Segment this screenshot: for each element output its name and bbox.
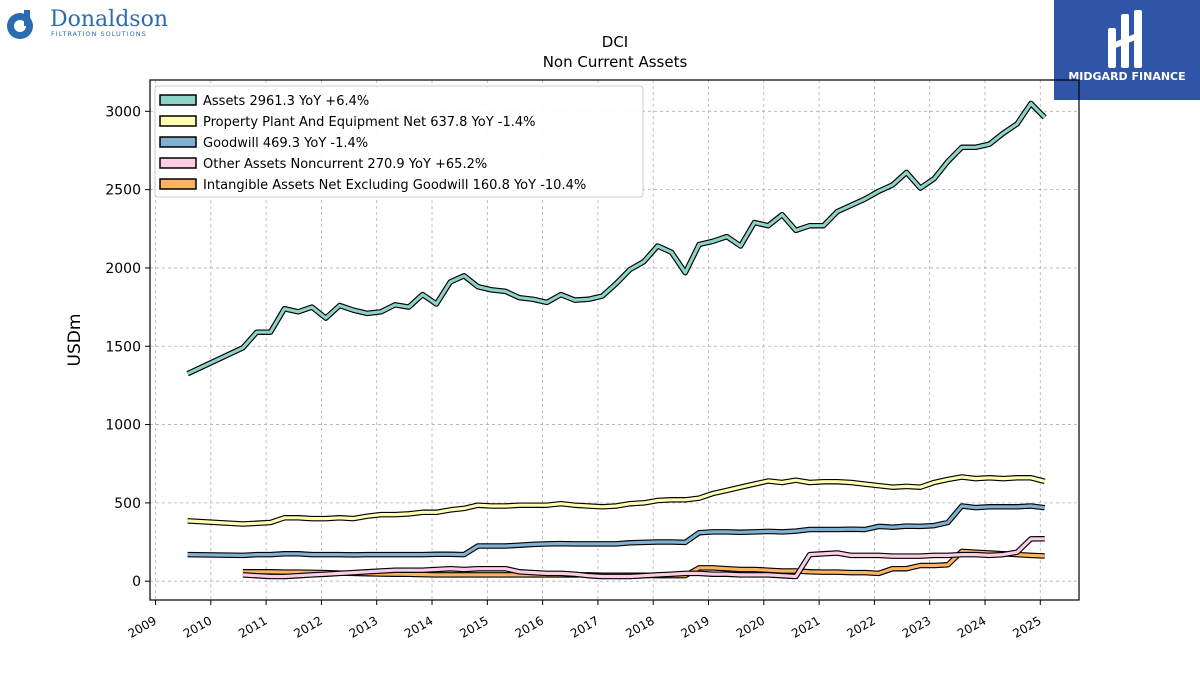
x-tick-label: 2021: [789, 613, 822, 640]
legend-box: [154, 85, 644, 198]
y-tick-label: 3000: [105, 104, 141, 120]
x-tick-label: 2024: [955, 613, 988, 640]
y-tick-label: 500: [114, 496, 141, 512]
y-tick-label: 1500: [105, 339, 141, 355]
series-line-outline: [187, 474, 1046, 527]
midgard-finance-logo: MIDGARD FINANCE: [1054, 0, 1200, 100]
donaldson-mark-inner: [14, 20, 26, 32]
donaldson-mark-stem: [24, 10, 30, 26]
x-tick-label: 2022: [844, 613, 877, 640]
midgard-logo-svg: MIDGARD FINANCE: [1068, 10, 1186, 83]
legend-swatch: [159, 157, 197, 169]
x-tick-label: 2023: [900, 613, 933, 640]
x-tick-label: 2020: [734, 613, 767, 640]
x-tick-label: 2017: [568, 613, 601, 640]
x-tick-label: 2009: [126, 613, 159, 640]
donaldson-name: Donaldson: [50, 7, 168, 32]
legend-swatch: [159, 94, 197, 106]
x-tick-label: 2011: [236, 613, 269, 640]
series-group: [186, 100, 1047, 580]
y-tick-label: 2000: [105, 261, 141, 277]
x-tick-label: 2016: [513, 613, 546, 640]
donaldson-logo: Donaldson FILTRATION SOLUTIONS: [4, 4, 194, 46]
midgard-mark-left-icon: [1108, 28, 1116, 68]
plot-frame: [149, 79, 1080, 601]
legend: Assets 2961.3 YoY +6.4% Property Plant An…: [154, 85, 644, 198]
y-tick-label: 1000: [105, 418, 141, 434]
series-line: [187, 504, 1045, 558]
x-tick-label: 2010: [181, 613, 214, 640]
legend-swatch: [159, 136, 197, 148]
donaldson-tagline: FILTRATION SOLUTIONS: [51, 30, 147, 38]
x-tick-label: 2025: [1010, 613, 1043, 640]
series-line-outline: [187, 503, 1046, 559]
series-line: [187, 475, 1046, 526]
legend-entry: Intangible Assets Net Excluding Goodwill…: [203, 178, 586, 193]
donaldson-logo-svg: Donaldson FILTRATION SOLUTIONS: [7, 7, 168, 39]
legend-swatch: [159, 178, 197, 190]
x-tick-label: 2018: [623, 613, 656, 640]
x-tick-label: 2015: [457, 613, 490, 640]
chart-title: DCI: [602, 33, 628, 51]
x-tick-label: 2014: [402, 613, 435, 640]
series-line: [242, 537, 1045, 579]
y-tick-label: 0: [132, 574, 141, 590]
x-tick-label: 2012: [291, 613, 324, 640]
midgard-name: MIDGARD FINANCE: [1068, 70, 1185, 83]
y-tick-label: 2500: [105, 183, 141, 199]
legend-entry: Property Plant And Equipment Net 637.8 Y…: [203, 115, 536, 130]
x-tick-label: 2013: [347, 613, 380, 640]
legend-entry: Goodwill 469.3 YoY -1.4%: [203, 136, 368, 151]
y-axis-label: USDm: [65, 314, 85, 367]
chart-subtitle: Non Current Assets: [543, 53, 688, 71]
series-line: [186, 101, 1046, 376]
legend-entry: Other Assets Noncurrent 270.9 YoY +65.2%: [203, 157, 487, 172]
midgard-mark-right-icon: [1134, 10, 1142, 68]
legend-swatch: [159, 115, 197, 127]
legend-entry: Assets 2961.3 YoY +6.4%: [203, 94, 369, 109]
x-tick-label: 2019: [679, 613, 712, 640]
midgard-mark-bar-icon: [1111, 33, 1139, 49]
